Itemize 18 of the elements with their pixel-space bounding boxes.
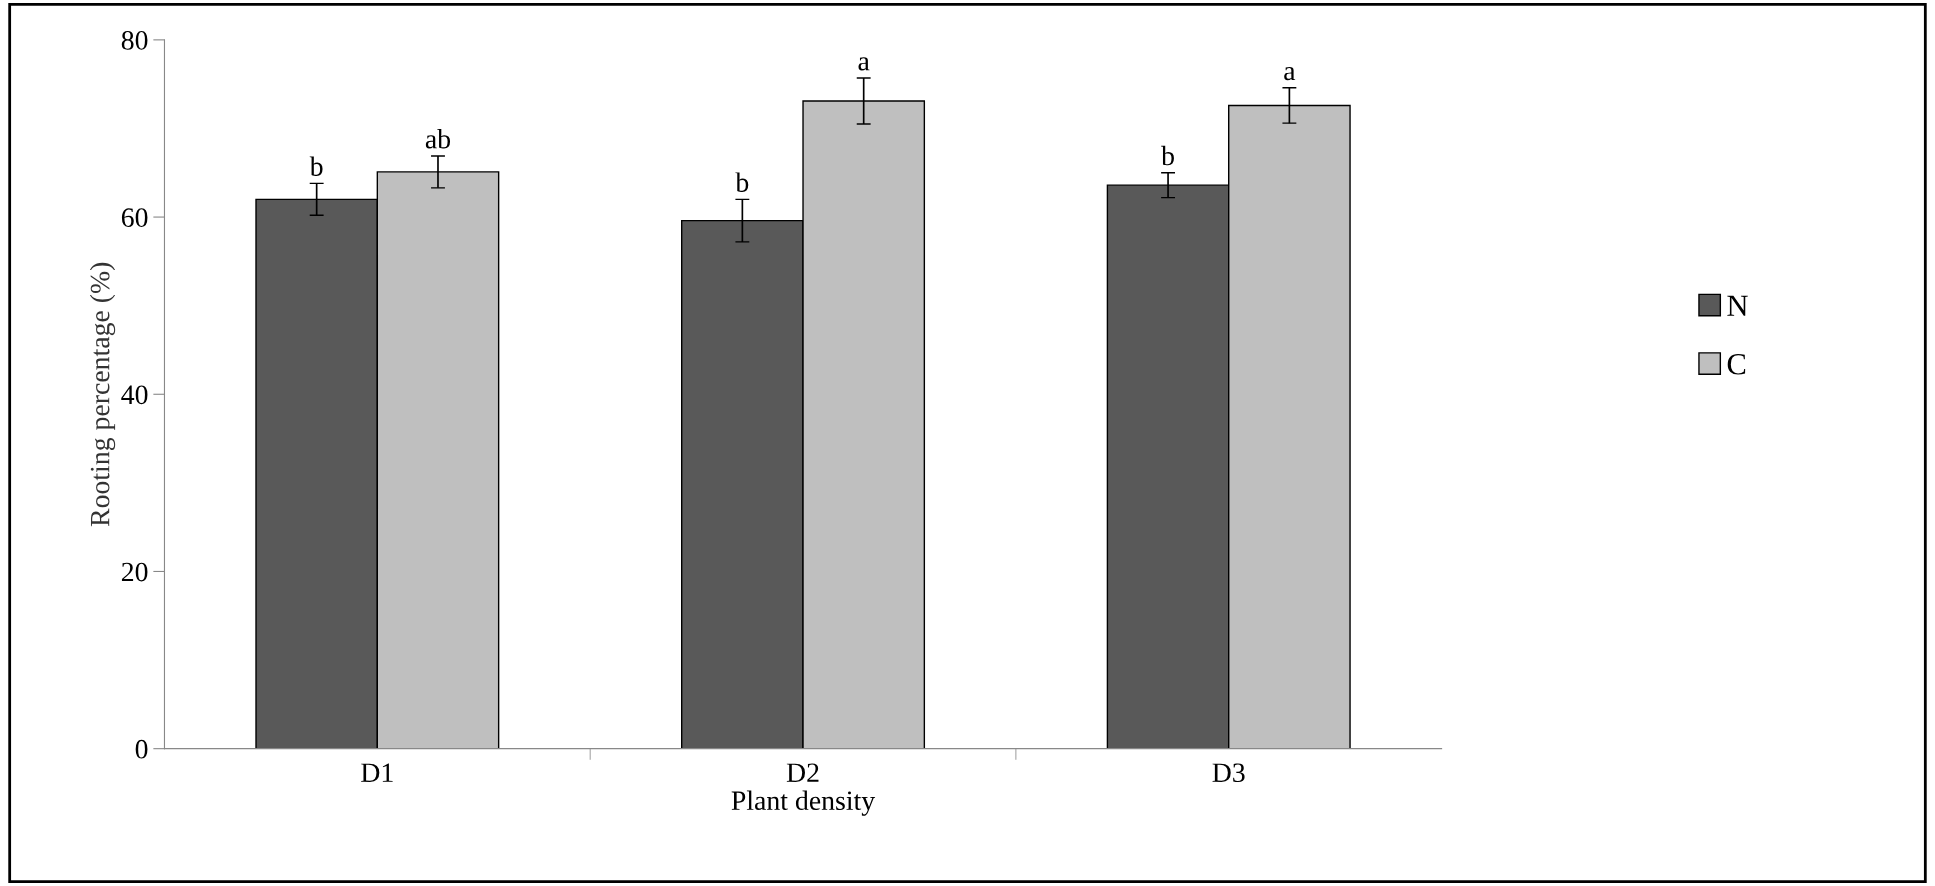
y-tick-label: 20	[121, 562, 148, 582]
x-tick-label: D3	[1212, 763, 1245, 783]
annotation: a	[858, 57, 870, 71]
y-axis-title: Rooting percentage (%)	[89, 262, 116, 527]
x-axis-title: Plant density	[731, 790, 876, 816]
y-tick-label: 40	[121, 385, 148, 405]
legend-label: C	[1727, 354, 1746, 375]
annotation: a	[1284, 66, 1296, 81]
x-tick-label: D2	[786, 763, 819, 782]
y-tick-label: 60	[121, 208, 148, 227]
y-tick-label: 80	[121, 31, 148, 50]
x-tick-label: D1	[361, 763, 393, 782]
annotation: b	[735, 172, 749, 192]
annotation: ab	[425, 128, 451, 149]
annotation: b	[1161, 145, 1174, 166]
legend-label: N	[1727, 295, 1748, 316]
y-tick-label: 0	[135, 739, 148, 759]
annotation: b	[309, 156, 323, 176]
